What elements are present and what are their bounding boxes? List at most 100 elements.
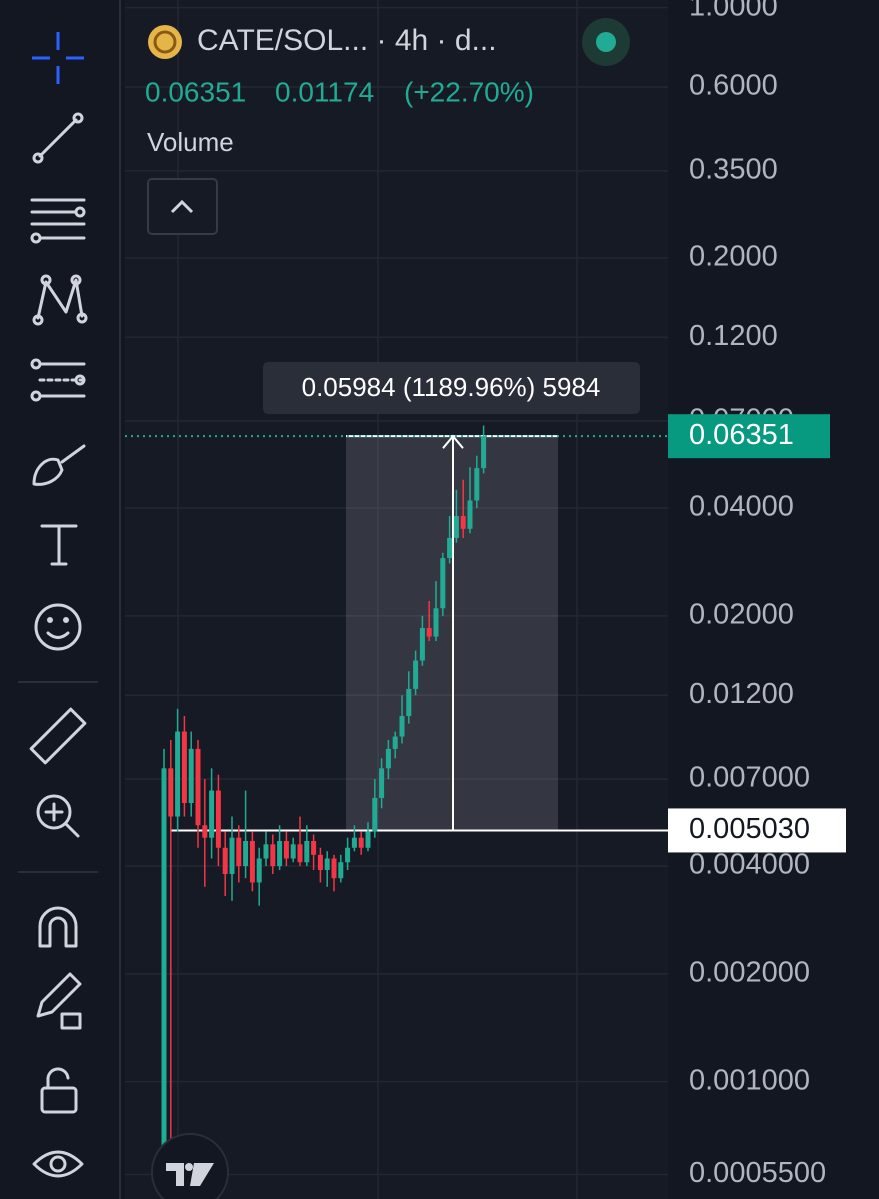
candle-body	[385, 748, 391, 769]
candle-body	[215, 790, 221, 848]
measure-arrowhead	[442, 434, 464, 449]
grid	[125, 6, 668, 1176]
candle-body	[358, 837, 364, 848]
brush-tool[interactable]	[32, 444, 86, 486]
candle-body	[338, 862, 344, 879]
candle-body	[317, 854, 323, 871]
last-price-label: 0.06351	[689, 419, 794, 451]
candle-body	[372, 797, 378, 832]
y-tick-label: 0.6000	[689, 70, 778, 102]
magnet-tool[interactable]	[38, 906, 78, 948]
y-tick-label: 0.004000	[689, 849, 810, 881]
measure-tooltip	[263, 362, 640, 414]
candle-body	[406, 688, 412, 717]
zoom-tool[interactable]	[36, 794, 80, 838]
candle-body	[331, 858, 337, 879]
y-tick-label: 0.0005500	[689, 1157, 826, 1189]
candle-body	[297, 844, 303, 863]
measure-label: 0.05984 (1189.96%) 5984	[302, 372, 601, 402]
candle-body	[345, 847, 351, 863]
candle-body	[467, 500, 473, 529]
crosshair-label: 0.005030	[689, 813, 810, 845]
candle-body	[249, 840, 255, 883]
coin-icon	[153, 30, 177, 54]
y-tick-label: 0.007000	[689, 762, 810, 794]
toolbar	[18, 32, 98, 1178]
candle-body	[236, 837, 242, 867]
collapse-button[interactable]	[147, 178, 218, 235]
y-tick-label: 0.1200	[689, 320, 778, 352]
candle-body	[324, 858, 330, 871]
candle-body	[175, 731, 181, 817]
candle-body	[195, 748, 201, 826]
y-tick-label: 0.001000	[689, 1064, 810, 1096]
header: CATE/SOL... · 4h · d... 0.06351 0.01174 …	[145, 18, 630, 235]
chevron-icon	[170, 199, 194, 214]
lock-drawings[interactable]	[36, 972, 82, 1030]
candle-body	[304, 840, 310, 863]
ruler-tool[interactable]	[29, 707, 87, 765]
candle-body	[433, 608, 439, 637]
candle-body	[229, 837, 235, 875]
status-dot	[596, 32, 616, 52]
candle-body	[413, 660, 419, 689]
candle-body	[243, 840, 249, 867]
fib-tool[interactable]	[30, 198, 86, 244]
candle-body	[351, 837, 357, 848]
candle-body	[209, 790, 215, 838]
visibility-tool[interactable]	[32, 1150, 84, 1178]
symbol-title[interactable]: CATE/SOL... · 4h · d...	[197, 24, 497, 57]
y-tick-label: 0.04000	[689, 491, 794, 523]
candle-body	[202, 825, 208, 838]
y-tick-label: 0.02000	[689, 598, 794, 630]
candle-body	[181, 731, 187, 804]
price-axis: 1.00000.60000.35000.20000.12000.070000.0…	[668, 0, 879, 1199]
logo	[151, 1133, 229, 1199]
logo-mark	[166, 1163, 214, 1186]
candle-body	[481, 436, 487, 469]
y-tick-label: 1.0000	[689, 0, 778, 22]
candle-body	[392, 736, 398, 749]
unlock-tool[interactable]	[40, 1067, 78, 1114]
candle-body	[365, 831, 371, 848]
candle-body	[379, 768, 385, 798]
y-tick-label: 0.002000	[689, 956, 810, 988]
candle-body	[256, 858, 262, 883]
candle-body	[277, 840, 283, 867]
candle-body	[188, 748, 194, 804]
candle-body	[419, 627, 425, 661]
last-price: 0.06351	[145, 76, 246, 107]
crosshair-tool[interactable]	[32, 32, 84, 84]
candle-body	[440, 558, 446, 609]
prediction-tool[interactable]	[30, 358, 86, 402]
y-tick-label: 0.3500	[689, 153, 778, 185]
last-price-badge	[668, 414, 830, 459]
price-change: 0.01174	[275, 76, 374, 107]
candle-body	[290, 844, 296, 859]
pattern-tool[interactable]	[32, 274, 88, 326]
candle-body	[447, 537, 453, 559]
coin-icon	[148, 25, 182, 59]
axis-background	[668, 0, 879, 1199]
candle-body	[474, 468, 480, 501]
candle-body	[270, 844, 276, 867]
logo-mark	[185, 1163, 193, 1171]
emoji-tool[interactable]	[34, 603, 82, 651]
candle-body	[263, 844, 269, 859]
candle-body	[222, 847, 228, 875]
candle-body	[453, 516, 459, 538]
y-tick-label: 0.01200	[689, 678, 794, 710]
trend-line-tool[interactable]	[32, 112, 84, 164]
candle-body	[283, 840, 289, 859]
crosshair-badge	[668, 808, 846, 853]
price-change-pct: (+22.70%)	[404, 76, 534, 107]
indicator-name[interactable]: Volume	[147, 127, 234, 157]
candle-body	[399, 716, 405, 737]
text-tool[interactable]	[40, 524, 78, 566]
candle-body	[168, 768, 174, 817]
candles	[161, 425, 487, 1190]
y-tick-label: 0.2000	[689, 240, 778, 272]
candle-body	[426, 627, 432, 637]
candle-body	[311, 840, 317, 855]
